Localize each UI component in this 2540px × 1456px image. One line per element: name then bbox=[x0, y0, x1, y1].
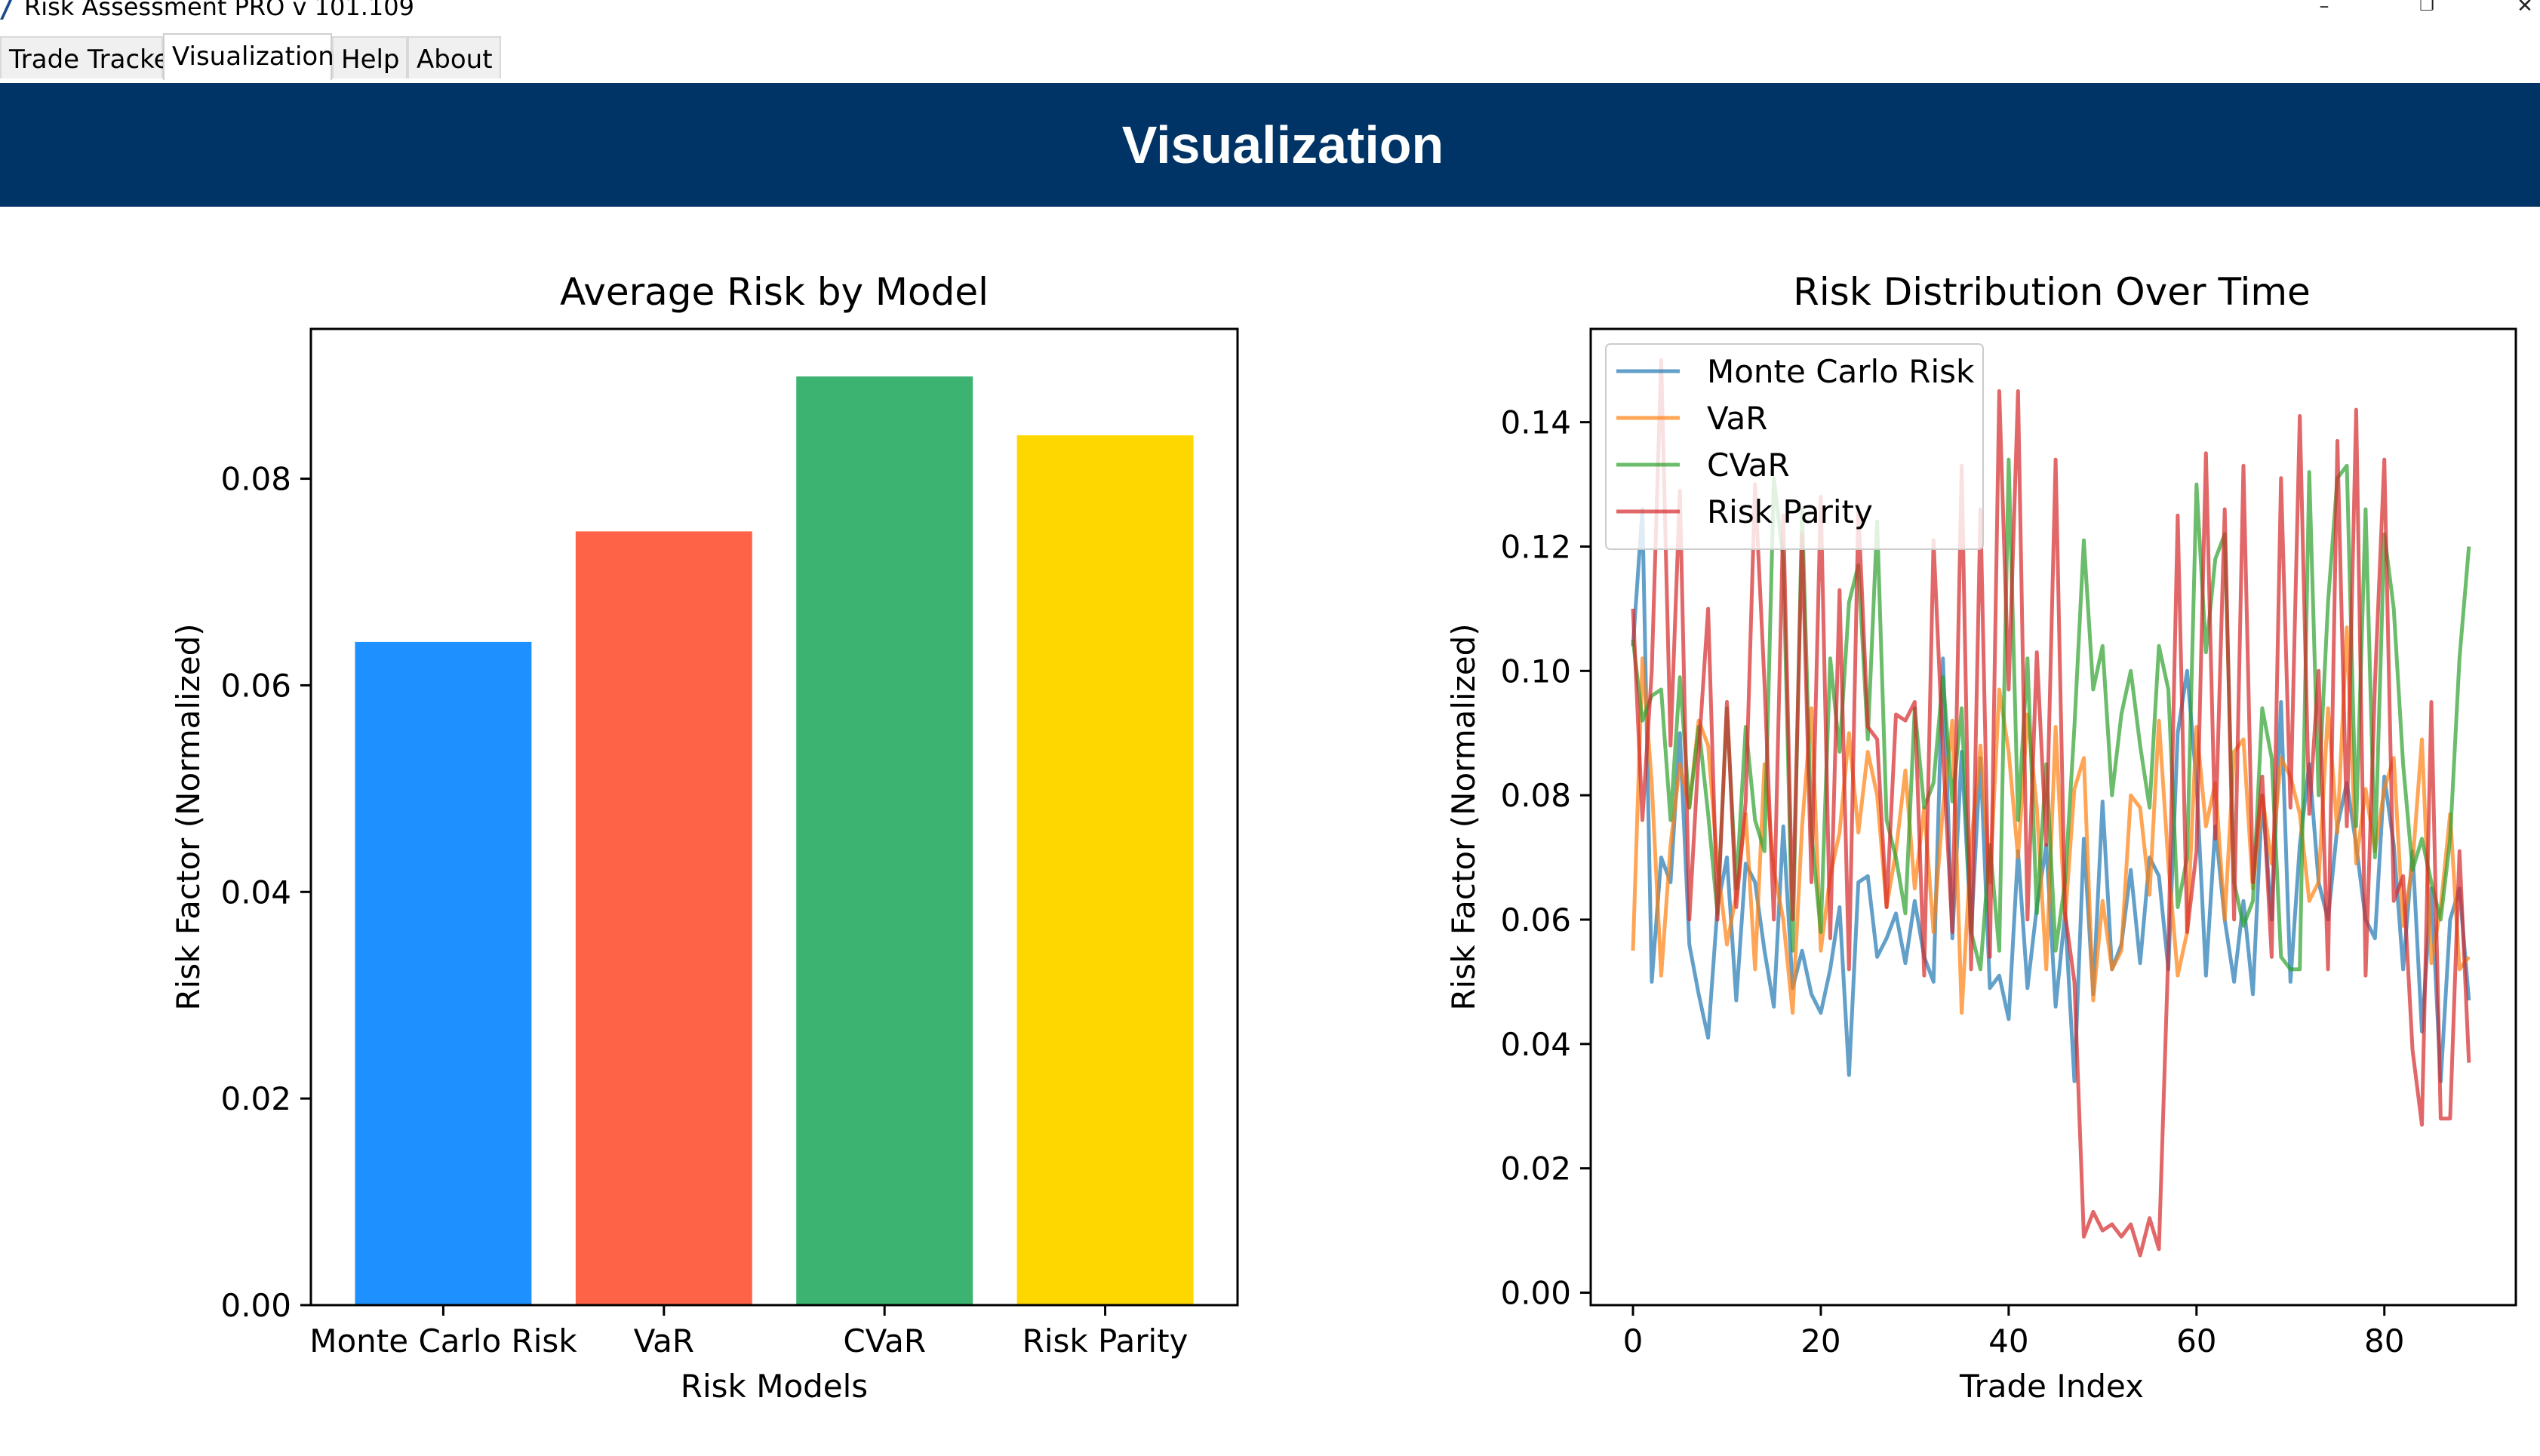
bar-cvar bbox=[796, 376, 973, 1305]
line-x-tick-label: 40 bbox=[1988, 1322, 2028, 1359]
app-icon bbox=[0, 0, 12, 20]
bar-monte-carlo-risk bbox=[355, 641, 532, 1305]
tab-help[interactable]: Help bbox=[332, 36, 407, 78]
line-chart-plot: 0 20 40 60 80 0.00 0.02 0.04 0.06 0.08 0.10 0.12 0.1… bbox=[1500, 358, 2471, 1359]
bar-risk-parity bbox=[1016, 435, 1194, 1306]
tab-trade-tracker[interactable]: Trade Tracker bbox=[0, 36, 180, 78]
close-button[interactable]: ✕ bbox=[2517, 0, 2533, 17]
bar-y-tick-label: 0.02 bbox=[220, 1080, 291, 1117]
restore-button[interactable]: ❐ bbox=[2419, 0, 2434, 15]
line-chart-xlabel: Trade Index bbox=[1959, 1368, 2144, 1405]
line-chart-ylabel: Risk Factor (Normalized) bbox=[1445, 623, 1482, 1010]
bar-chart-plot: Monte Carlo Risk VaR CVaR Risk Parity 0.00 0.… bbox=[220, 376, 1194, 1359]
bar-x-tick-label: Risk Parity bbox=[1022, 1322, 1189, 1359]
bar-y-tick-label: 0.08 bbox=[220, 461, 291, 498]
bar-y-tick-label: 0.06 bbox=[220, 667, 291, 704]
line-y-tick-label: 0.02 bbox=[1500, 1150, 1571, 1187]
line-chart-legend: Monte Carlo Risk VaR CVaR Risk Parity bbox=[1605, 343, 1984, 550]
line-chart: Risk Distribution Over Time 0 20 40 60 80 0.0… bbox=[1445, 270, 2517, 1405]
legend-entry: Risk Parity bbox=[1707, 493, 1873, 530]
legend-box bbox=[1605, 343, 1984, 550]
line-chart-title: Risk Distribution Over Time bbox=[1793, 270, 2311, 314]
bar-x-tick-label: VaR bbox=[634, 1322, 694, 1359]
series-line-risk-parity bbox=[1631, 358, 2471, 1258]
bar-chart-xlabel: Risk Models bbox=[681, 1368, 868, 1405]
line-y-tick-label: 0.14 bbox=[1500, 404, 1571, 441]
bar-x-tick-label: Monte Carlo Risk bbox=[309, 1322, 577, 1359]
bar-chart-frame bbox=[309, 327, 1239, 1307]
tab-visualization[interactable]: Visualization bbox=[163, 33, 334, 80]
line-y-tick-label: 0.08 bbox=[1500, 777, 1571, 814]
page-title: Visualization bbox=[1121, 115, 1444, 174]
bar-y-tick-label: 0.04 bbox=[220, 874, 291, 911]
bar-var bbox=[575, 531, 752, 1305]
legend-entry: VaR bbox=[1707, 400, 1767, 437]
title-bar: Risk Assessment PRO v 101.109 – ❐ ✕ bbox=[0, 0, 2540, 30]
line-x-tick-label: 60 bbox=[2176, 1322, 2216, 1359]
tab-bar: Trade Tracker Visualization Help About bbox=[0, 33, 2540, 83]
window-title: Risk Assessment PRO v 101.109 bbox=[24, 0, 414, 21]
bar-chart-ylabel: Risk Factor (Normalized) bbox=[170, 623, 207, 1010]
line-x-tick-label: 80 bbox=[2364, 1322, 2404, 1359]
line-y-tick-label: 0.00 bbox=[1500, 1275, 1571, 1312]
line-y-tick-label: 0.10 bbox=[1500, 653, 1571, 690]
bar-chart: Average Risk by Model Monte Carlo Risk Va… bbox=[170, 270, 1239, 1405]
bar-x-tick-label: CVaR bbox=[843, 1322, 926, 1359]
line-y-tick-label: 0.06 bbox=[1500, 902, 1571, 938]
bar-y-tick-label: 0.00 bbox=[220, 1287, 291, 1324]
minimize-button[interactable]: – bbox=[2319, 0, 2329, 17]
line-x-tick-label: 20 bbox=[1800, 1322, 1840, 1359]
line-chart-frame bbox=[1589, 327, 2517, 1307]
line-y-tick-label: 0.04 bbox=[1500, 1026, 1571, 1063]
header-banner: Visualization bbox=[0, 83, 2540, 207]
legend-entry: Monte Carlo Risk bbox=[1707, 353, 1975, 390]
line-x-tick-label: 0 bbox=[1623, 1322, 1644, 1359]
line-y-tick-label: 0.12 bbox=[1500, 528, 1571, 565]
bar-chart-title: Average Risk by Model bbox=[560, 270, 989, 314]
legend-entry: CVaR bbox=[1707, 447, 1790, 484]
tab-about[interactable]: About bbox=[407, 36, 501, 78]
